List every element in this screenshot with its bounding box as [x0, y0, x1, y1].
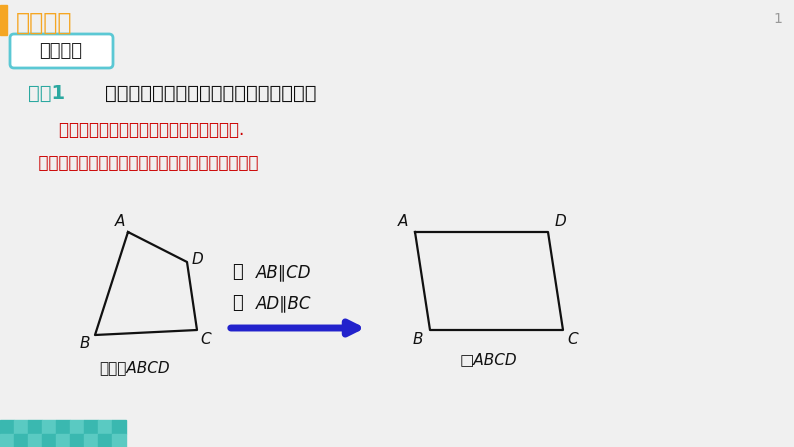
Text: 新课导入: 新课导入	[16, 11, 72, 35]
Bar	[112, 420, 126, 434]
Text: 问题1: 问题1	[28, 84, 65, 102]
FancyBboxPatch shape	[10, 34, 113, 68]
Bar	[14, 420, 28, 434]
Bar	[98, 434, 112, 447]
Bar	[28, 434, 42, 447]
Text: □ABCD: □ABCD	[459, 353, 517, 367]
Bar	[14, 434, 28, 447]
Bar	[84, 420, 98, 434]
Text: C: C	[568, 332, 578, 346]
Bar	[98, 420, 112, 434]
Text: A: A	[398, 215, 408, 229]
Text: B: B	[413, 332, 423, 346]
Bar	[56, 434, 70, 447]
Text: AD∥BC: AD∥BC	[256, 294, 311, 312]
Text: 如: 如	[232, 263, 243, 281]
Text: D: D	[191, 253, 203, 267]
Bar	[42, 420, 56, 434]
Text: AB∥CD: AB∥CD	[256, 263, 311, 281]
Bar	[0, 420, 14, 434]
Text: 平行四边形的定义是什么？有什么作用？: 平行四边形的定义是什么？有什么作用？	[80, 84, 317, 102]
Bar	[70, 420, 84, 434]
Text: B: B	[79, 337, 91, 351]
Bar	[56, 420, 70, 434]
Text: 可以用平行四边形的定义来判定平行四边形，如：: 可以用平行四边形的定义来判定平行四边形，如：	[28, 154, 259, 172]
Text: 两组对边分别平行的四边形叫平行四边形.: 两组对边分别平行的四边形叫平行四边形.	[38, 121, 245, 139]
Bar	[0, 5, 7, 35]
Text: D: D	[554, 215, 566, 229]
Text: 1: 1	[773, 12, 782, 26]
Bar	[112, 434, 126, 447]
Bar	[70, 434, 84, 447]
FancyArrowPatch shape	[231, 322, 357, 334]
Text: 果: 果	[232, 294, 243, 312]
Bar	[0, 434, 14, 447]
Text: 复习引入: 复习引入	[40, 42, 83, 60]
Bar	[28, 420, 42, 434]
Text: 四边形ABCD: 四边形ABCD	[100, 360, 170, 375]
Text: C: C	[201, 332, 211, 346]
Bar	[84, 434, 98, 447]
Text: A: A	[115, 215, 125, 229]
Bar	[42, 434, 56, 447]
